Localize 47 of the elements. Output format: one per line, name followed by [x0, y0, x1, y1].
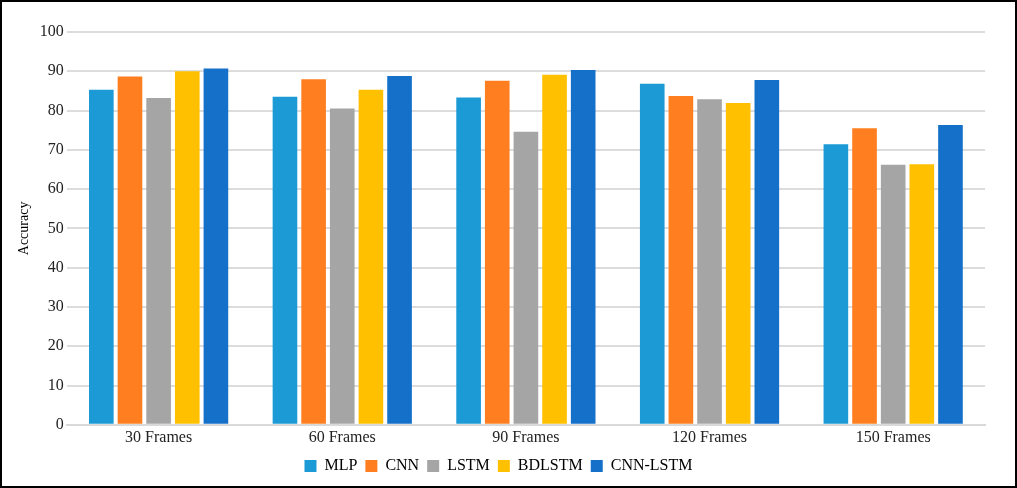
bar — [174, 71, 200, 424]
y-tick-label: 0 — [55, 415, 64, 432]
legend-label: MLP — [324, 456, 358, 474]
legend-label: BDLSTM — [517, 456, 583, 474]
bar — [697, 99, 722, 424]
bar — [725, 103, 751, 424]
bar — [823, 144, 849, 424]
y-tick-label: 10 — [47, 375, 64, 393]
y-tick-label: 40 — [47, 257, 64, 275]
y-tick-label: 50 — [47, 218, 64, 236]
x-tick-label: 30 Frames — [125, 427, 193, 445]
bar — [146, 97, 171, 424]
bar — [542, 74, 567, 424]
bar — [301, 79, 326, 424]
bar — [639, 83, 665, 424]
bar — [329, 108, 355, 424]
x-tick-label: 150 Frames — [855, 427, 931, 445]
y-axis-title: Accuracy — [16, 201, 32, 256]
y-tick-label: 70 — [47, 140, 64, 158]
bar — [909, 164, 935, 424]
bar — [668, 96, 694, 424]
bar — [272, 96, 298, 424]
y-tick-label: 90 — [47, 61, 64, 79]
bar — [754, 79, 780, 424]
x-tick-label: 60 Frames — [308, 427, 376, 445]
legend-label: CNN-LSTM — [610, 456, 693, 474]
bar — [513, 131, 539, 424]
y-tick-label: 100 — [39, 22, 64, 40]
bar — [117, 76, 143, 424]
legend-label: CNN — [385, 456, 420, 474]
bar — [852, 128, 877, 424]
x-tick-label: 120 Frames — [671, 427, 748, 445]
y-tick-label: 80 — [47, 100, 64, 118]
bar — [387, 75, 412, 424]
bar — [938, 125, 963, 424]
y-tick-label: 20 — [47, 336, 64, 354]
bar — [203, 68, 229, 424]
legend-label: LSTM — [447, 456, 490, 474]
y-tick-label: 60 — [47, 179, 64, 197]
bar — [880, 164, 906, 424]
bar — [570, 70, 596, 424]
bar — [89, 89, 114, 424]
bar — [358, 89, 384, 424]
bar — [456, 97, 481, 424]
y-tick-label: 30 — [47, 297, 64, 315]
x-tick-label: 90 Frames — [492, 427, 560, 445]
bar — [484, 80, 510, 424]
